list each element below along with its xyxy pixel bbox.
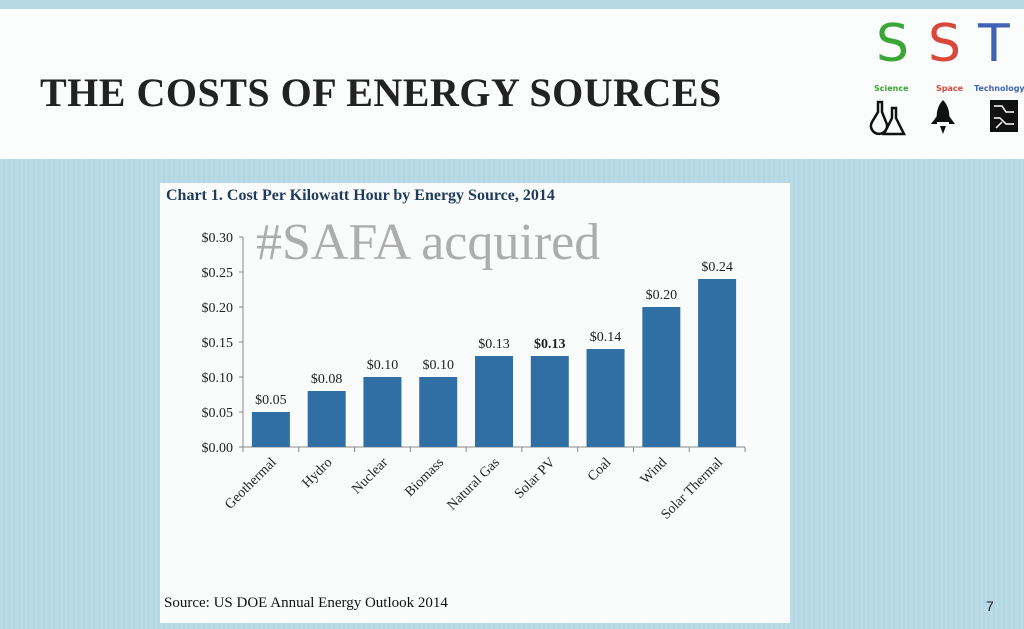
x-tick-label: Geothermal <box>222 455 279 512</box>
circuit-icon <box>990 100 1018 132</box>
bar-chart: $0.00 $0.05 $0.10 $0.15 $0.20 $0.25 $0.30 $0.05… <box>202 231 746 523</box>
y-tick-label: $0.30 <box>202 231 234 246</box>
bar-solar-pv <box>530 356 569 447</box>
data-label: $0.10 <box>422 358 454 373</box>
watermark: #SAFA acquired <box>256 214 601 271</box>
logo-letter-science: S <box>876 14 910 74</box>
bar-geothermal <box>251 412 290 447</box>
flask-icon <box>869 100 907 136</box>
y-tick-label: $0.10 <box>202 371 234 386</box>
logo-label-space: Space <box>936 84 964 93</box>
x-tick-label: Coal <box>585 455 614 484</box>
data-label: $0.13 <box>478 337 510 352</box>
data-label: $0.10 <box>367 358 399 373</box>
y-tick-label: $0.25 <box>202 266 234 281</box>
top-strip <box>0 0 1024 9</box>
chart-title: Chart 1. Cost Per Kilowatt Hour by Energ… <box>166 187 555 204</box>
slide-header: THE COSTS OF ENERGY SOURCES <box>0 9 1024 159</box>
y-tick-label: $0.00 <box>202 441 234 456</box>
data-label: $0.05 <box>255 393 287 408</box>
slide-title: THE COSTS OF ENERGY SOURCES <box>40 70 722 115</box>
bar-wind <box>642 307 681 447</box>
data-label: $0.20 <box>646 288 678 303</box>
data-label: $0.24 <box>701 260 733 275</box>
x-tick-label: Wind <box>638 455 670 487</box>
x-tick-label: Solar PV <box>512 455 559 502</box>
bar-solar-thermal <box>698 279 737 447</box>
y-tick-label: $0.05 <box>202 406 234 421</box>
chart-source: Source: US DOE Annual Energy Outlook 201… <box>164 595 448 611</box>
y-tick-label: $0.15 <box>202 336 234 351</box>
x-tick-label: Nuclear <box>349 455 391 497</box>
data-label: $0.14 <box>590 330 622 345</box>
logo-letter-technology: T <box>978 14 1010 74</box>
bar-natural-gas <box>475 356 513 447</box>
rocket-icon <box>931 100 955 134</box>
bar-biomass <box>419 377 458 447</box>
x-tick-label: Hydro <box>300 455 336 491</box>
sst-logo: S S T Science Space Technology <box>866 14 1024 144</box>
bar-nuclear <box>363 377 402 447</box>
bar-hydro <box>307 391 346 447</box>
logo-icons <box>869 100 1018 136</box>
logo-label-technology: Technology <box>974 84 1024 93</box>
bar-coal <box>586 349 625 447</box>
x-tick-label: Biomass <box>402 455 447 500</box>
page-number: 7 <box>986 598 994 614</box>
logo-label-science: Science <box>874 84 909 93</box>
x-tick-label: Natural Gas <box>445 455 503 513</box>
chart-panel: Chart 1. Cost Per Kilowatt Hour by Energ… <box>160 183 790 623</box>
y-tick-label: $0.20 <box>202 301 234 316</box>
data-label: $0.08 <box>311 372 343 387</box>
data-label: $0.13 <box>534 337 566 352</box>
logo-letter-space: S <box>928 14 962 74</box>
